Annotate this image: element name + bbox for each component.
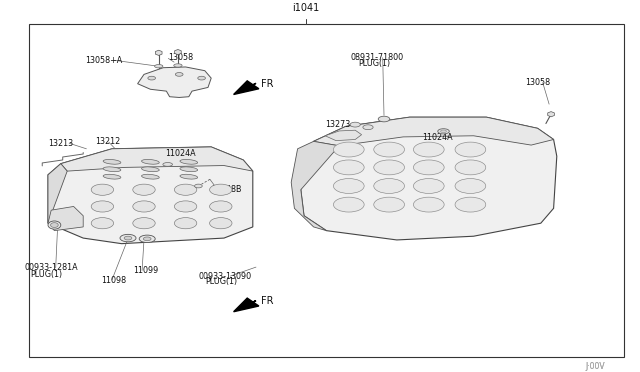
FancyArrow shape xyxy=(234,298,259,312)
Ellipse shape xyxy=(124,236,132,240)
Ellipse shape xyxy=(198,76,205,80)
Text: J·00V: J·00V xyxy=(585,362,605,371)
Ellipse shape xyxy=(374,160,404,175)
Polygon shape xyxy=(314,117,554,146)
Ellipse shape xyxy=(374,179,404,193)
Ellipse shape xyxy=(174,201,197,212)
Ellipse shape xyxy=(333,142,364,157)
Text: FR: FR xyxy=(261,296,274,305)
Ellipse shape xyxy=(133,184,155,195)
Polygon shape xyxy=(548,112,554,117)
Polygon shape xyxy=(48,206,83,231)
Ellipse shape xyxy=(141,160,159,164)
Ellipse shape xyxy=(180,160,198,164)
Ellipse shape xyxy=(48,221,61,229)
FancyArrow shape xyxy=(234,81,259,94)
Polygon shape xyxy=(61,147,253,171)
Text: 11048B: 11048B xyxy=(211,185,242,194)
Text: i1041: i1041 xyxy=(292,3,319,13)
Text: PLUG(1): PLUG(1) xyxy=(205,278,237,286)
Polygon shape xyxy=(48,164,67,223)
Ellipse shape xyxy=(210,201,232,212)
Ellipse shape xyxy=(455,197,486,212)
Text: 13273: 13273 xyxy=(325,120,350,129)
Ellipse shape xyxy=(413,160,444,175)
Ellipse shape xyxy=(143,237,151,241)
Text: 11024A: 11024A xyxy=(165,149,196,158)
Ellipse shape xyxy=(180,174,198,179)
Text: 08931-71800: 08931-71800 xyxy=(351,53,404,62)
Ellipse shape xyxy=(455,160,486,175)
Ellipse shape xyxy=(140,235,156,243)
Ellipse shape xyxy=(120,234,136,242)
Ellipse shape xyxy=(141,167,159,171)
Ellipse shape xyxy=(103,160,121,164)
Polygon shape xyxy=(138,67,211,97)
Text: 13213: 13213 xyxy=(48,139,73,148)
Text: PLUG(1): PLUG(1) xyxy=(31,270,63,279)
Ellipse shape xyxy=(195,184,202,188)
Text: PLUG(1): PLUG(1) xyxy=(358,60,390,68)
Ellipse shape xyxy=(92,218,114,229)
Ellipse shape xyxy=(141,174,159,179)
Ellipse shape xyxy=(413,197,444,212)
Ellipse shape xyxy=(155,65,163,68)
Text: 13058: 13058 xyxy=(525,78,550,87)
Ellipse shape xyxy=(148,76,156,80)
Polygon shape xyxy=(301,117,557,240)
Ellipse shape xyxy=(133,218,155,229)
Text: FR: FR xyxy=(261,79,274,89)
Ellipse shape xyxy=(333,160,364,175)
Ellipse shape xyxy=(413,142,444,157)
Polygon shape xyxy=(156,50,162,55)
Ellipse shape xyxy=(51,222,58,227)
Text: J·00V: J·00V xyxy=(585,362,605,371)
Ellipse shape xyxy=(413,179,444,193)
Ellipse shape xyxy=(440,130,447,132)
Ellipse shape xyxy=(374,142,404,157)
Ellipse shape xyxy=(174,64,182,67)
Polygon shape xyxy=(291,141,339,231)
Ellipse shape xyxy=(180,167,198,171)
Ellipse shape xyxy=(378,116,390,122)
Ellipse shape xyxy=(103,174,121,179)
Text: 11098: 11098 xyxy=(101,276,126,285)
Ellipse shape xyxy=(333,197,364,212)
Ellipse shape xyxy=(174,218,197,229)
Ellipse shape xyxy=(92,184,114,195)
Ellipse shape xyxy=(438,129,449,134)
Ellipse shape xyxy=(174,184,197,195)
Ellipse shape xyxy=(363,125,373,129)
Ellipse shape xyxy=(163,163,173,166)
Text: 13212: 13212 xyxy=(95,137,120,146)
Polygon shape xyxy=(325,130,362,141)
Text: 13058: 13058 xyxy=(168,53,193,62)
Ellipse shape xyxy=(350,122,360,127)
Ellipse shape xyxy=(175,73,183,76)
Ellipse shape xyxy=(92,201,114,212)
Ellipse shape xyxy=(210,218,232,229)
Text: 11099: 11099 xyxy=(133,266,158,275)
Ellipse shape xyxy=(374,197,404,212)
Ellipse shape xyxy=(455,179,486,193)
Text: 00933-13090: 00933-13090 xyxy=(198,272,252,280)
Ellipse shape xyxy=(210,184,232,195)
Polygon shape xyxy=(48,147,253,244)
Polygon shape xyxy=(175,49,181,55)
Ellipse shape xyxy=(133,201,155,212)
Text: 00933-1281A: 00933-1281A xyxy=(24,263,78,272)
Text: 13058+A: 13058+A xyxy=(85,56,122,65)
Ellipse shape xyxy=(455,142,486,157)
Bar xyxy=(29,24,624,357)
Ellipse shape xyxy=(103,167,121,171)
Ellipse shape xyxy=(333,179,364,193)
Text: 11024A: 11024A xyxy=(422,133,453,142)
